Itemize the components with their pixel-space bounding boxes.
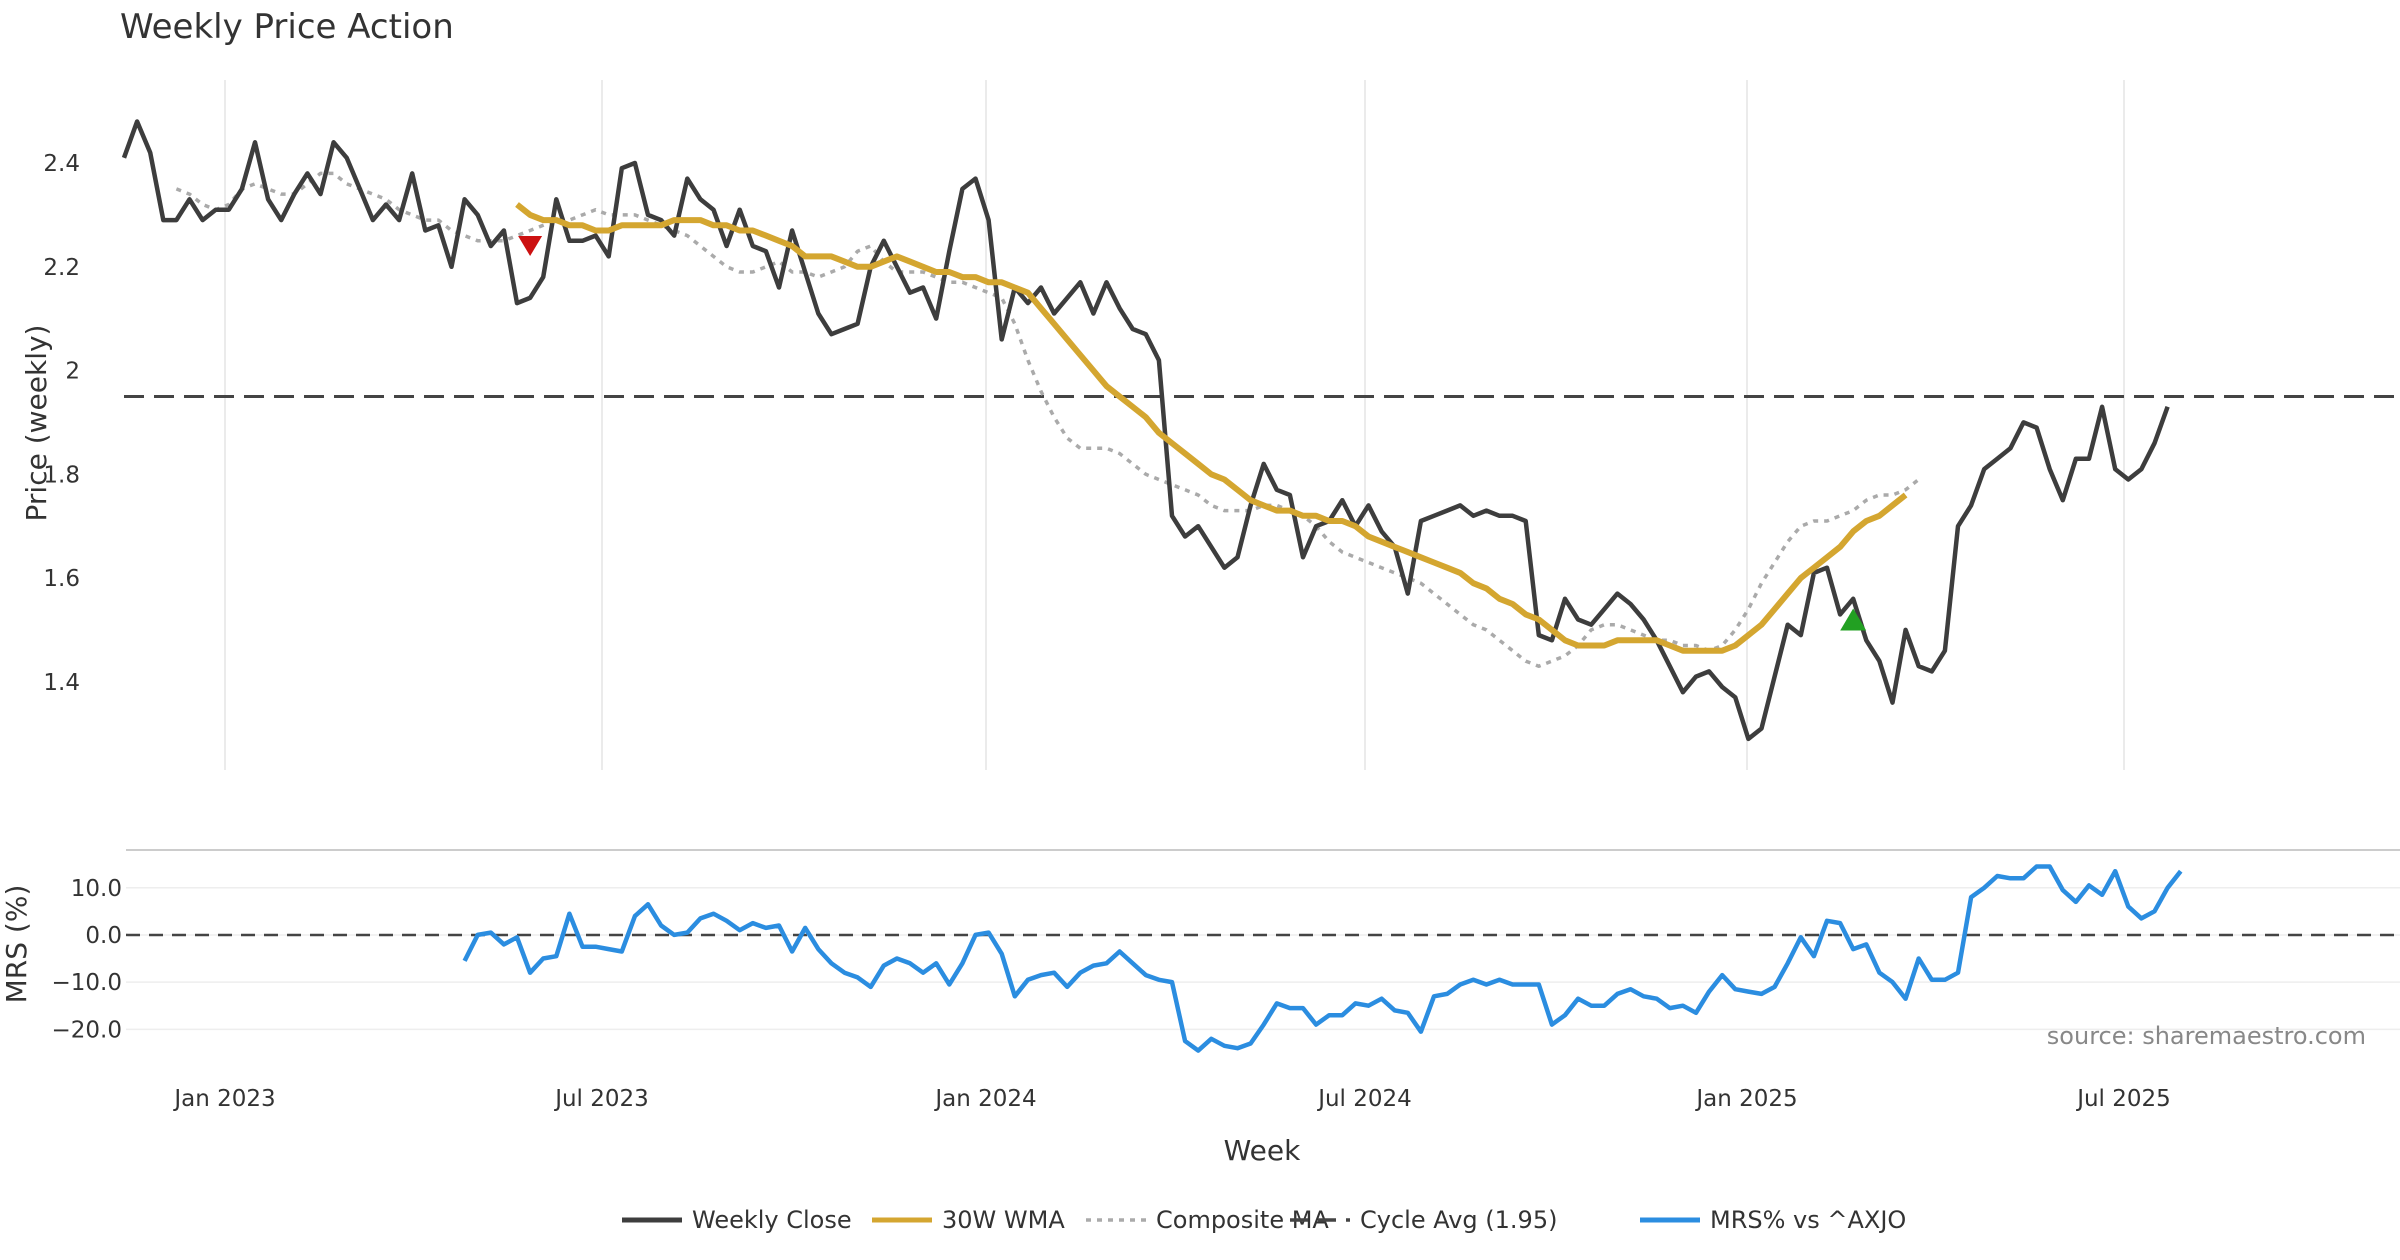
mrs-y-tick-label: 10.0 bbox=[71, 876, 122, 902]
price-y-tick-label: 1.6 bbox=[43, 566, 80, 592]
composite-ma-line bbox=[176, 173, 1918, 666]
price-y-axis-label: Price (weekly) bbox=[20, 325, 53, 522]
legend-label: MRS% vs ^AXJO bbox=[1710, 1206, 1906, 1234]
reference-lines bbox=[124, 396, 2400, 934]
legend-item: 30W WMA bbox=[872, 1206, 1065, 1234]
series bbox=[124, 122, 2181, 1051]
source-label: source: sharemaestro.com bbox=[2047, 1022, 2366, 1050]
x-axis-label: Week bbox=[1224, 1134, 1301, 1167]
price-y-tick-label: 2.2 bbox=[43, 255, 80, 281]
legend-item: Weekly Close bbox=[622, 1206, 852, 1234]
legend-item: Cycle Avg (1.95) bbox=[1290, 1206, 1557, 1234]
x-axis-ticks: Jan 2023 Jul 2023 Jan 2024 Jul 2024 Jan 2025… bbox=[172, 1086, 2170, 1112]
legend-item: MRS% vs ^AXJO bbox=[1640, 1206, 1906, 1234]
price-y-tick-label: 1.4 bbox=[43, 670, 80, 696]
wma-30w-line bbox=[517, 205, 1906, 651]
x-tick-label: Jan 2024 bbox=[933, 1086, 1036, 1112]
x-tick-label: Jan 2025 bbox=[1694, 1086, 1797, 1112]
weekly-price-chart: 1.41.61.822.22.4 10.00.0−10.0−20.0 Jan 2… bbox=[0, 0, 2400, 1260]
signals bbox=[518, 236, 1866, 631]
x-tick-label: Jul 2023 bbox=[553, 1086, 649, 1112]
sell-signal-marker bbox=[518, 236, 542, 256]
legend-label: 30W WMA bbox=[942, 1206, 1065, 1234]
legend-label: Weekly Close bbox=[692, 1206, 852, 1234]
chart-title: Weekly Price Action bbox=[120, 7, 454, 47]
x-tick-label: Jul 2024 bbox=[1316, 1086, 1412, 1112]
mrs-y-tick-label: 0.0 bbox=[85, 923, 122, 949]
mrs-y-ticks: 10.0 0.0 −10.0 −20.0 bbox=[52, 876, 122, 1044]
mrs-y-axis-label: MRS (%) bbox=[0, 885, 33, 1004]
price-y-tick-label: 2 bbox=[65, 359, 80, 385]
price-y-tick-label: 2.4 bbox=[43, 151, 80, 177]
legend-label: Cycle Avg (1.95) bbox=[1360, 1206, 1557, 1234]
x-tick-label: Jul 2025 bbox=[2075, 1086, 2171, 1112]
legend: Weekly Close 30W WMA Composite MA Cycle Avg… bbox=[622, 1206, 1906, 1234]
x-tick-label: Jan 2023 bbox=[172, 1086, 275, 1112]
mrs-y-tick-label: −10.0 bbox=[52, 970, 122, 996]
mrs-y-tick-label: −20.0 bbox=[52, 1017, 122, 1043]
weekly-close-line bbox=[124, 122, 2168, 739]
mrs-line bbox=[465, 867, 2181, 1051]
